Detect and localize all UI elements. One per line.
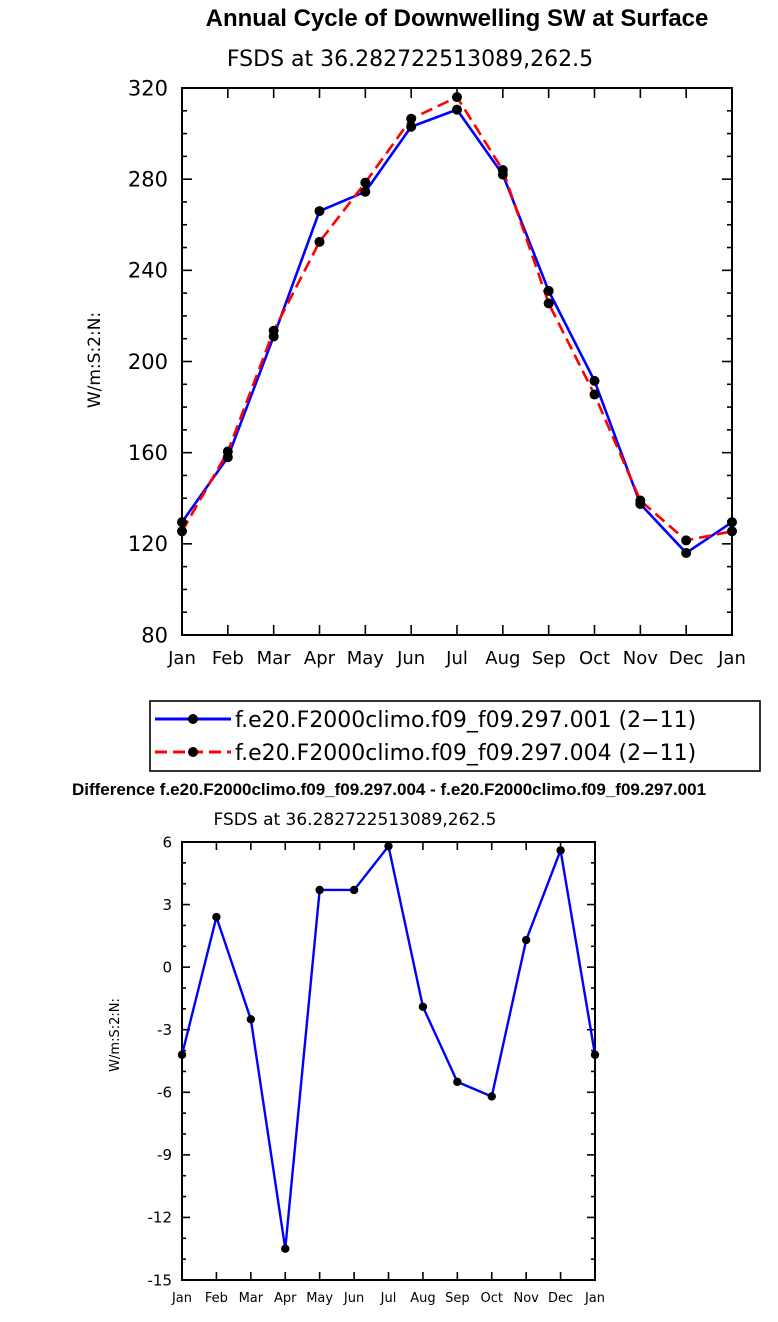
- x-tick-label: Oct: [481, 1291, 503, 1306]
- x-tick-label: Dec: [669, 648, 704, 669]
- x-tick-label: Feb: [212, 648, 244, 669]
- y-tick-label: -3: [157, 1021, 172, 1039]
- x-tick-label: Jun: [343, 1291, 364, 1306]
- series-1-point: [281, 1244, 290, 1253]
- x-tick-label: May: [347, 648, 385, 669]
- y-tick-label: 6: [162, 833, 172, 851]
- x-tick-label: Feb: [205, 1291, 228, 1306]
- x-tick-label: Sep: [445, 1291, 470, 1306]
- series-1-point: [521, 935, 531, 945]
- chart1-title: Annual Cycle of Downwelling SW at Surfac…: [206, 5, 709, 32]
- y-tick-label: 200: [128, 350, 168, 374]
- x-tick-label: Apr: [274, 1291, 297, 1306]
- x-tick-label: Jul: [445, 648, 468, 669]
- series-2-point: [681, 535, 692, 546]
- series-1-point: [589, 375, 600, 386]
- series-line-1: [180, 108, 733, 555]
- chart2-plot-frame: [181, 841, 596, 1281]
- series-1-point: [543, 285, 554, 296]
- x-tick-label: Nov: [623, 648, 658, 669]
- series-2-point: [360, 177, 371, 188]
- legend-marker-blue: [188, 714, 198, 724]
- series-1-point: [406, 121, 417, 132]
- x-tick-label: Jan: [167, 648, 196, 669]
- legend-frame: [149, 700, 761, 772]
- x-tick-label: Jan: [717, 648, 746, 669]
- series-2-point: [497, 165, 508, 176]
- series-1-point: [360, 186, 371, 197]
- series-1-point: [590, 1050, 600, 1059]
- legend-label-series-1: f.e20.F2000climo.f09_f09.297.001 (2−11): [235, 708, 696, 733]
- series-1-point: [453, 1077, 462, 1087]
- y-tick-label: 80: [141, 623, 168, 647]
- series-line-1: [180, 844, 597, 1250]
- series-1-point: [384, 841, 393, 851]
- x-tick-label: Jun: [396, 648, 425, 669]
- y-tick-label: 320: [128, 76, 168, 100]
- y-tick-label: -12: [148, 1209, 173, 1227]
- y-tick-label: 160: [128, 441, 168, 465]
- x-tick-label: Jul: [380, 1291, 397, 1306]
- x-tick-label: May: [306, 1291, 333, 1306]
- x-tick-label: Jan: [584, 1291, 605, 1306]
- chart2-title: Difference f.e20.F2000climo.f09_f09.297.…: [72, 780, 706, 799]
- series-2-point: [727, 526, 737, 537]
- series-1-point: [246, 1015, 256, 1024]
- series-1-point: [418, 1002, 428, 1011]
- series-1-point: [681, 547, 692, 558]
- y-tick-label: 120: [128, 532, 168, 556]
- y-tick-label: 3: [162, 896, 172, 914]
- y-tick-label: 0: [162, 958, 172, 976]
- series-2-point: [177, 526, 187, 537]
- series-1-point: [487, 1092, 496, 1101]
- series-1-point: [315, 885, 324, 895]
- annual-cycle-chart: Annual Cycle of Downwelling SW at Surfac…: [85, 5, 761, 772]
- x-tick-label: Sep: [532, 648, 566, 669]
- y-tick-label: 280: [128, 168, 168, 192]
- series-2-point: [314, 236, 325, 247]
- x-tick-label: Jan: [171, 1291, 192, 1306]
- legend-marker-red: [188, 747, 198, 757]
- series-1-point: [177, 1050, 187, 1059]
- chart2-subtitle: FSDS at 36.282722513089,262.5: [214, 810, 497, 830]
- y-tick-label: 240: [128, 259, 168, 283]
- difference-chart: Difference f.e20.F2000climo.f09_f09.297.…: [72, 780, 706, 1306]
- x-tick-label: Apr: [304, 648, 336, 669]
- series-2-point: [268, 325, 279, 336]
- chart1-subtitle: FSDS at 36.282722513089,262.5: [227, 47, 593, 72]
- x-tick-label: Mar: [239, 1291, 264, 1306]
- series-2-point: [406, 113, 417, 124]
- chart2-ylabel: W/m:S:2:N:: [108, 998, 123, 1072]
- series-1-point: [556, 846, 565, 855]
- legend-label-series-2: f.e20.F2000climo.f09_f09.297.004 (2−11): [235, 741, 696, 766]
- series-1-point: [349, 885, 359, 895]
- x-tick-label: Mar: [257, 648, 292, 669]
- y-tick-label: -15: [148, 1271, 173, 1289]
- series-2-point: [589, 389, 600, 400]
- series-1-point: [727, 517, 737, 528]
- series-2-point: [452, 92, 462, 103]
- series-1-point: [177, 517, 187, 528]
- series-line-2: [180, 95, 733, 542]
- y-tick-label: -9: [157, 1146, 172, 1164]
- x-tick-label: Nov: [513, 1291, 539, 1306]
- series-2-point: [222, 446, 233, 457]
- x-tick-label: Aug: [485, 648, 520, 669]
- series-2-point: [543, 298, 554, 309]
- x-tick-label: Oct: [579, 648, 610, 669]
- chart1-ylabel: W/m:S:2:N:: [85, 312, 105, 408]
- y-tick-label: -6: [157, 1084, 172, 1102]
- x-tick-label: Aug: [410, 1291, 435, 1306]
- series-1-point: [452, 104, 462, 115]
- chart1-legend: f.e20.F2000climo.f09_f09.297.001 (2−11) …: [149, 700, 761, 772]
- series-1-point: [314, 206, 325, 217]
- series-1-point: [212, 912, 221, 922]
- series-2-point: [635, 495, 646, 506]
- x-tick-label: Dec: [548, 1291, 573, 1306]
